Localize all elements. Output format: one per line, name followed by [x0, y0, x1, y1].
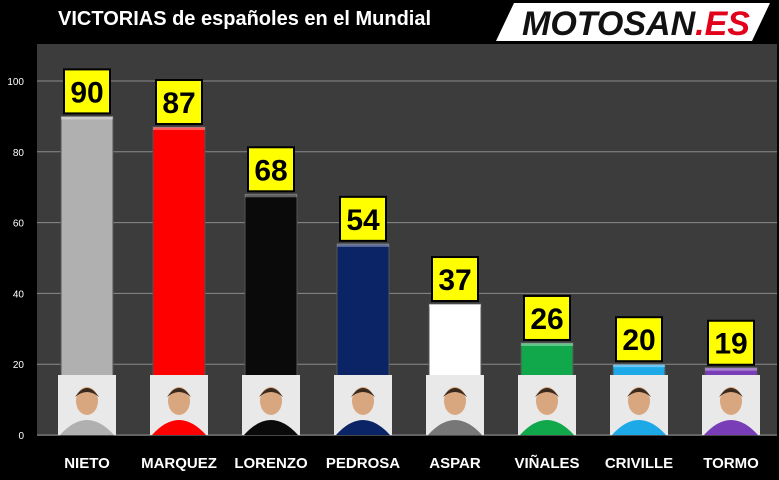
bar-highlight [521, 342, 573, 346]
photo-face [444, 387, 466, 415]
photo-shoulders [152, 420, 206, 435]
y-tick-label: 20 [13, 360, 25, 371]
logo-main: MOTOSAN [522, 5, 697, 43]
y-tick-label: 100 [7, 77, 24, 88]
rider-photo [58, 375, 116, 435]
data-label: 90 [70, 76, 103, 109]
photo-hair [443, 388, 467, 397]
photo-shoulders [60, 420, 114, 435]
photo-layer [58, 375, 760, 435]
rider-photo [334, 375, 392, 435]
chart-title: VICTORIAS de españoles en el Mundial [58, 8, 431, 30]
data-label: 54 [346, 204, 380, 237]
photo-face [260, 387, 282, 415]
photo-face [536, 387, 558, 415]
x-tick-label: PEDROSA [326, 455, 400, 472]
photo-shoulders [520, 420, 574, 435]
x-tick-label: LORENZO [234, 455, 308, 472]
photo-face [76, 387, 98, 415]
data-label-box [247, 146, 295, 193]
logo-text: MOTOSAN.ES [522, 5, 750, 43]
x-tick-label: NIETO [64, 455, 110, 472]
x-axis-ticks: NIETO MARQUEZ LORENZO PEDROSA ASPAR VIÑALES CR… [64, 454, 759, 472]
y-axis-ticks: 0 20 40 60 80 100 [7, 77, 24, 442]
photo-shoulders [244, 420, 298, 435]
data-label-box [707, 319, 755, 366]
data-label: 20 [622, 324, 655, 357]
y-tick-label: 40 [13, 289, 25, 300]
photo-hair [259, 388, 283, 397]
photo-hair [535, 388, 559, 397]
data-label: 19 [714, 328, 747, 361]
bar-highlight [337, 243, 389, 247]
bar-highlight [705, 367, 757, 371]
data-label-box [615, 316, 663, 363]
photo-hair [351, 388, 375, 397]
x-tick-label: ASPAR [429, 455, 481, 472]
label-layer: 90 87 68 54 37 26 20 19 [63, 68, 755, 366]
photo-shoulders [336, 420, 390, 435]
photo-hair [75, 388, 99, 397]
photo-hair [627, 388, 651, 397]
bar-highlight [61, 116, 113, 120]
photo-face [168, 387, 190, 415]
x-tick-label: TORMO [703, 455, 759, 472]
photo-hair [167, 388, 191, 397]
photo-face [352, 387, 374, 415]
rider-photo [610, 375, 668, 435]
photo-shoulders [428, 420, 482, 435]
rider-photo [426, 375, 484, 435]
data-label: 37 [438, 264, 471, 297]
data-label-box [523, 294, 571, 341]
y-tick-label: 60 [13, 219, 25, 230]
logo-background [496, 3, 770, 41]
logo-suffix: .ES [695, 5, 750, 43]
y-tick-label: 0 [18, 431, 24, 442]
rider-photo [702, 375, 760, 435]
x-tick-label: MARQUEZ [141, 455, 217, 472]
bar-highlight [429, 304, 481, 308]
photo-hair [719, 388, 743, 397]
data-label-box [339, 195, 387, 242]
photo-shoulders [612, 420, 666, 435]
data-label: 68 [254, 154, 287, 187]
y-tick-label: 80 [13, 148, 25, 159]
data-label-box [431, 256, 479, 303]
rider-photo [150, 375, 208, 435]
bar-highlight [245, 194, 297, 198]
rider-photo [518, 375, 576, 435]
photo-face [628, 387, 650, 415]
x-tick-label: CRIVILLE [605, 455, 673, 472]
data-label-box [155, 79, 203, 126]
photo-face [720, 387, 742, 415]
photo-shoulders [704, 420, 758, 435]
x-tick-label: VIÑALES [514, 454, 579, 472]
bar-highlight [613, 364, 665, 368]
bar-highlight [153, 127, 205, 131]
rider-photo [242, 375, 300, 435]
brand-logo: MOTOSAN.ES [496, 3, 770, 43]
data-label: 87 [162, 87, 195, 120]
data-label: 26 [530, 303, 563, 336]
data-label-box [63, 68, 111, 115]
